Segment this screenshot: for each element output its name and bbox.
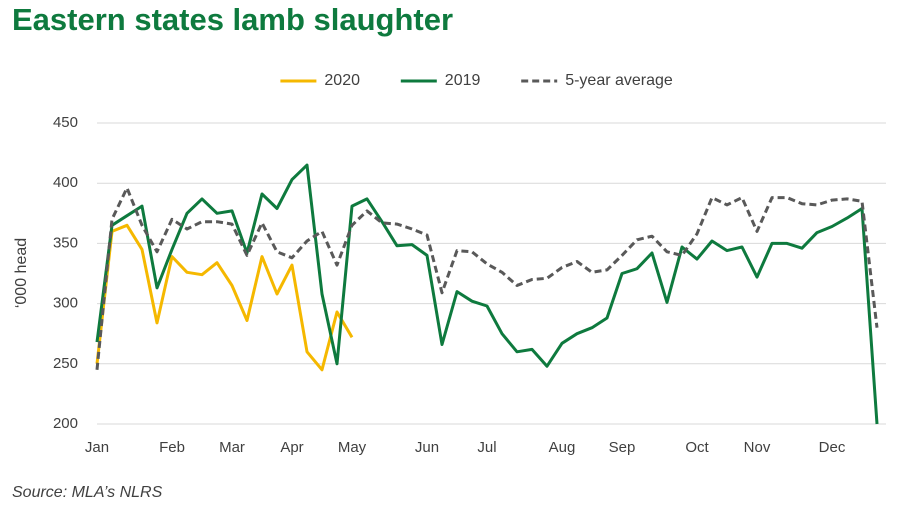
y-tick-label: 300 [53,295,78,312]
y-tick-label: 200 [53,415,78,432]
x-tick-label: Nov [744,439,771,456]
x-tick-label: May [338,439,367,456]
y-tick-label: 250 [53,355,78,372]
x-tick-label: Mar [219,439,245,456]
legend-label: 2019 [445,72,481,89]
x-tick-label: Apr [280,439,303,456]
x-tick-label: Sep [609,439,636,456]
legend-label: 5-year average [565,72,673,89]
y-tick-label: 450 [53,114,78,131]
x-tick-label: Oct [685,439,709,456]
series-line [95,163,879,425]
x-tick-label: Aug [549,439,576,456]
y-tick-label: 350 [53,234,78,251]
y-tick-label: 400 [53,174,78,191]
y-axis-label: ‘000 head [13,238,30,308]
x-tick-label: Jun [415,439,439,456]
chart-title: Eastern states lamb slaughter [12,2,453,37]
series-line [95,186,879,370]
x-tick-label: Jul [477,439,496,456]
legend-label: 2020 [324,72,360,89]
x-tick-label: Jan [85,439,109,456]
x-tick-label: Dec [819,439,846,456]
x-tick-label: Feb [159,439,185,456]
source-note: Source: MLA’s NLRS [12,484,163,501]
series-line [95,223,354,372]
